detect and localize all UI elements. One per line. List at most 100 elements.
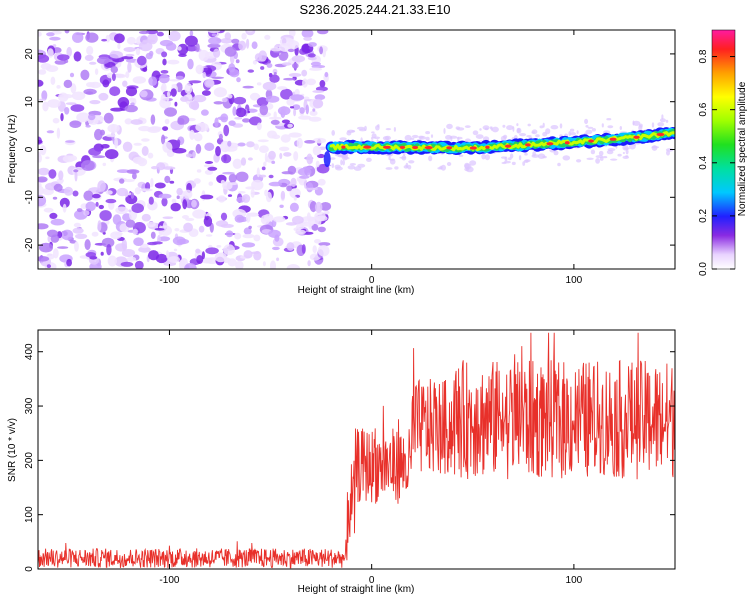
ridge-halo — [408, 160, 415, 164]
ridge-halo — [535, 134, 540, 138]
noise-blob — [317, 245, 330, 257]
ridge-halo — [629, 143, 636, 150]
noise-blob — [148, 76, 158, 86]
noise-blob — [224, 46, 237, 57]
ridge-peak — [341, 145, 346, 149]
noise-blob — [168, 256, 180, 263]
noise-blob — [309, 110, 318, 116]
ridge-halo — [585, 125, 589, 128]
noise-blob — [66, 258, 72, 267]
ridge-halo — [349, 163, 356, 166]
ridge-halo — [504, 156, 508, 162]
noise-blob — [54, 59, 67, 65]
noise-blob — [38, 182, 42, 188]
ridge-halo — [568, 131, 572, 137]
noise-blob — [172, 147, 187, 154]
noise-blob — [102, 79, 110, 88]
noise-blob — [38, 31, 42, 37]
noise-blob — [85, 252, 97, 258]
ridge-halo — [411, 134, 419, 139]
noise-blob — [229, 69, 240, 78]
noise-blob — [272, 246, 280, 251]
noise-blob — [39, 145, 47, 156]
noise-blob — [105, 190, 113, 195]
noise-blob — [73, 169, 79, 173]
noise-blob — [101, 237, 115, 248]
ridge-halo — [371, 131, 375, 134]
noise-blob — [103, 112, 114, 124]
ridge-halo — [625, 155, 629, 158]
noise-blob — [57, 246, 69, 249]
noise-blob — [69, 72, 75, 78]
noise-blob — [156, 31, 164, 37]
noise-blob — [64, 107, 70, 115]
noise-blob — [299, 222, 314, 227]
noise-blob — [280, 190, 286, 200]
noise-blob — [123, 47, 136, 52]
noise-blob — [45, 156, 50, 160]
noise-blob — [177, 115, 190, 125]
noise-blob — [243, 227, 252, 235]
noise-blob — [88, 147, 101, 156]
ridge-halo — [339, 137, 347, 141]
noise-blob — [251, 179, 264, 191]
noise-blob — [38, 223, 49, 230]
y-tick-label: 20 — [24, 48, 35, 60]
noise-blob — [196, 255, 204, 264]
noise-blob — [110, 107, 124, 112]
noise-blob — [311, 64, 326, 69]
noise-blob — [52, 196, 58, 200]
noise-blob — [47, 99, 61, 108]
ridge-halo — [657, 122, 665, 127]
noise-blob — [309, 201, 317, 213]
ridge-halo — [617, 153, 622, 157]
noise-blob — [296, 137, 303, 149]
noise-blob — [224, 32, 231, 40]
noise-blob — [281, 119, 290, 124]
noise-blob — [125, 53, 135, 57]
noise-blob — [185, 217, 195, 222]
noise-blob — [135, 47, 141, 56]
ridge-halo — [519, 133, 527, 137]
noise-blob — [268, 181, 283, 187]
noise-blob — [148, 250, 159, 261]
noise-blob — [105, 198, 117, 204]
noise-blob — [162, 166, 176, 170]
ridge-halo — [625, 149, 629, 155]
noise-blob — [80, 69, 90, 81]
noise-blob — [293, 108, 297, 117]
noise-blob — [258, 145, 269, 153]
figure-title: S236.2025.244.21.33.E10 — [299, 2, 451, 17]
noise-blob — [38, 176, 48, 183]
noise-blob — [307, 53, 316, 58]
noise-blob — [126, 169, 140, 175]
noise-blob — [253, 143, 259, 151]
noise-blob — [76, 208, 83, 213]
noise-blob — [215, 220, 229, 227]
noise-blob — [52, 248, 59, 259]
noise-blob — [251, 41, 258, 49]
noise-blob — [102, 162, 107, 167]
noise-blob — [176, 195, 180, 199]
noise-blob — [269, 116, 282, 120]
noise-blob — [263, 161, 267, 167]
noise-blob — [234, 117, 243, 120]
noise-blob — [256, 97, 269, 107]
ridge-halo — [440, 164, 446, 171]
noise-blob — [268, 150, 276, 160]
noise-blob — [81, 160, 95, 171]
ridge-halo — [366, 157, 372, 162]
ridge-halo — [503, 134, 508, 139]
ridge-halo — [331, 163, 335, 169]
ridge-halo — [458, 154, 464, 157]
noise-blob — [132, 172, 137, 180]
noise-blob — [273, 216, 286, 223]
noise-blob — [63, 79, 73, 89]
noise-blob — [165, 42, 177, 51]
noise-blob — [161, 51, 168, 58]
noise-blob — [200, 194, 214, 200]
noise-blob — [208, 181, 214, 186]
noise-blob — [307, 56, 317, 61]
ridge-peak — [564, 141, 570, 145]
ridge-halo — [347, 165, 356, 170]
